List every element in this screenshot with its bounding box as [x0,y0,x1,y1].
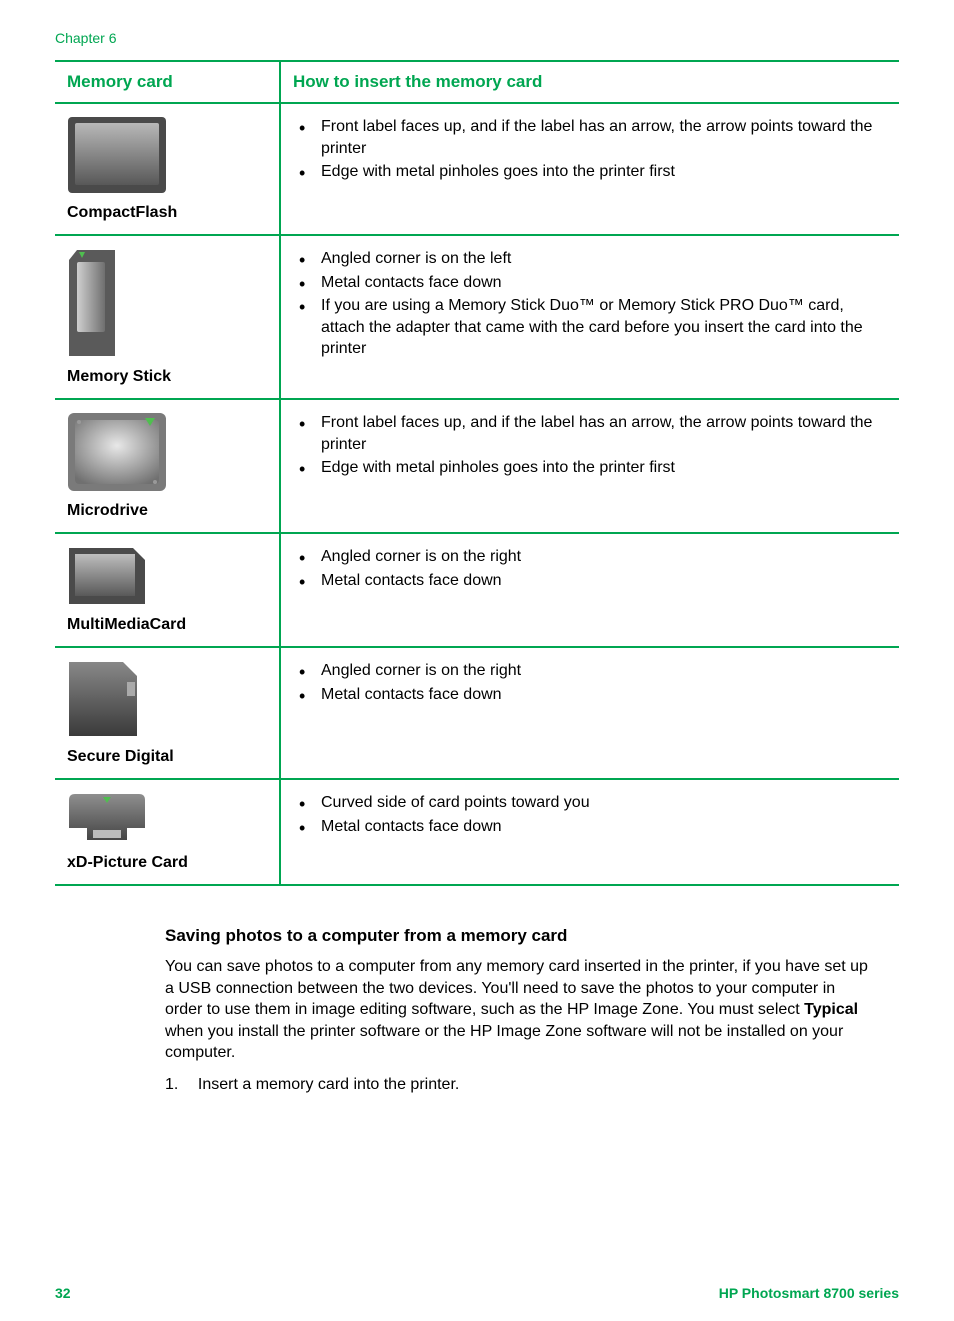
list-item: Edge with metal pinholes goes into the p… [321,161,887,183]
step-number: 1. [165,1076,189,1094]
card-label: Microdrive [67,502,267,520]
list-item: Angled corner is on the right [321,546,887,568]
instruction-list: Angled corner is on the left Metal conta… [293,248,887,360]
list-item: Angled corner is on the left [321,248,887,270]
section-paragraph: You can save photos to a computer from a… [165,956,869,1064]
securedigital-icon [67,660,139,738]
list-item: Angled corner is on the right [321,660,887,682]
list-item: Front label faces up, and if the label h… [321,412,887,455]
paragraph-pre: You can save photos to a computer from a… [165,958,868,1018]
card-label: xD-Picture Card [67,854,267,872]
instruction-list: Angled corner is on the right Metal cont… [293,546,887,591]
instruction-list: Front label faces up, and if the label h… [293,116,887,183]
step-text: Insert a memory card into the printer. [198,1076,459,1093]
step-list: 1. Insert a memory card into the printer… [165,1076,869,1094]
list-item: Metal contacts face down [321,684,887,706]
multimediacard-icon [67,546,147,606]
memorystick-icon [67,248,117,358]
table-row: Memory Stick Angled corner is on the lef… [55,235,899,399]
list-item: Edge with metal pinholes goes into the p… [321,457,887,479]
list-item: Metal contacts face down [321,272,887,294]
table-row: MultiMediaCard Angled corner is on the r… [55,533,899,647]
list-item: Curved side of card points toward you [321,792,887,814]
card-label: CompactFlash [67,204,267,222]
xdpicture-icon [67,792,147,844]
card-label: Memory Stick [67,368,267,386]
product-name: HP Photosmart 8700 series [719,1285,899,1301]
list-item: Metal contacts face down [321,570,887,592]
table-row: Secure Digital Angled corner is on the r… [55,647,899,779]
header-how-to-insert: How to insert the memory card [280,61,899,103]
header-memory-card: Memory card [55,61,280,103]
table-row: Microdrive Front label faces up, and if … [55,399,899,533]
page-number: 32 [55,1285,71,1301]
table-row: xD-Picture Card Curved side of card poin… [55,779,899,885]
chapter-label: Chapter 6 [55,30,899,46]
table-row: CompactFlash Front label faces up, and i… [55,103,899,235]
card-label: MultiMediaCard [67,616,267,634]
instruction-list: Curved side of card points toward you Me… [293,792,887,837]
instruction-list: Angled corner is on the right Metal cont… [293,660,887,705]
instruction-list: Front label faces up, and if the label h… [293,412,887,479]
section-title: Saving photos to a computer from a memor… [165,926,869,946]
card-label: Secure Digital [67,748,267,766]
list-item: Front label faces up, and if the label h… [321,116,887,159]
paragraph-bold: Typical [804,1001,858,1018]
paragraph-post: when you install the printer software or… [165,1023,843,1062]
microdrive-icon [67,412,167,492]
list-item: Metal contacts face down [321,816,887,838]
compactflash-icon [67,116,167,194]
list-item: If you are using a Memory Stick Duo™ or … [321,295,887,360]
memory-card-table: Memory card How to insert the memory car… [55,60,899,886]
